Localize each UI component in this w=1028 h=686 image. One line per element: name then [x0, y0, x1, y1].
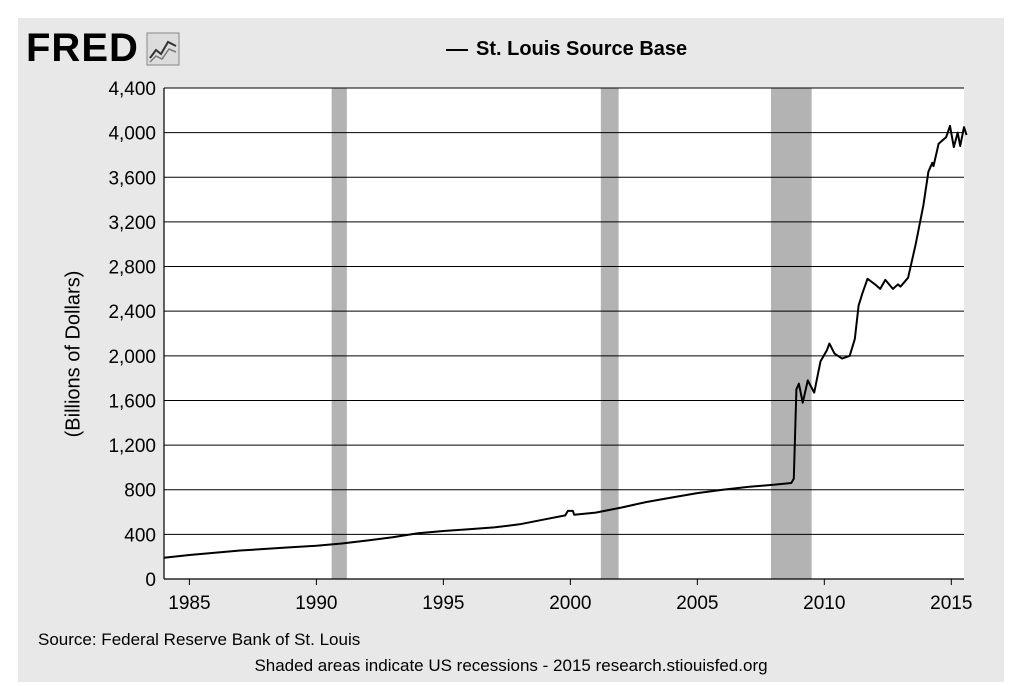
- x-tick-label-2010: 2010: [803, 593, 845, 614]
- line-chart: 0 400 800 1,200 1,600 2,000 2,400 2,800 3,200 3,6…: [108, 79, 972, 614]
- legend-series-label: St. Louis Source Base: [476, 38, 688, 60]
- y-tick-label-1600: 1,600: [108, 391, 156, 412]
- y-tick-label-2000: 2,000: [108, 347, 156, 368]
- x-tick-label-1995: 1995: [422, 593, 464, 614]
- recession-band-3: [770, 88, 812, 579]
- y-tick-label-2400: 2,400: [108, 302, 156, 323]
- fred-chart-icon: [146, 32, 180, 66]
- x-tick-label-1990: 1990: [295, 593, 337, 614]
- x-tick-label-2000: 2000: [549, 593, 591, 614]
- x-tick-label-2015: 2015: [930, 593, 972, 614]
- plot-area: [164, 88, 964, 579]
- y-tick-label-2800: 2,800: [108, 258, 156, 279]
- x-tick-label-1985: 1985: [168, 593, 210, 614]
- y-tick-label-4400: 4,400: [108, 79, 156, 100]
- legend: St. Louis Source Base: [446, 38, 687, 61]
- chart-panel: FRED St. Louis Source Base (Billions of …: [18, 18, 1004, 682]
- recession-band-2: [600, 88, 619, 579]
- fred-logo: FRED: [26, 26, 139, 70]
- y-tick-label-400: 400: [124, 525, 156, 546]
- y-tick-label-3200: 3,200: [108, 213, 156, 234]
- source-note: Source: Federal Reserve Bank of St. Loui…: [38, 630, 361, 649]
- x-tick-label-2005: 2005: [676, 593, 718, 614]
- y-tick-label-0: 0: [145, 570, 156, 591]
- y-tick-label-800: 800: [124, 481, 156, 502]
- legend-swatch: [446, 48, 468, 51]
- recession-note: Shaded areas indicate US recessions - 20…: [254, 656, 768, 675]
- y-tick-label-1200: 1,200: [108, 436, 156, 457]
- y-tick-label-4000: 4,000: [108, 124, 156, 145]
- series-line-source-base: [163, 124, 968, 559]
- y-tick-label-3600: 3,600: [108, 168, 156, 189]
- recession-band-1: [331, 88, 347, 579]
